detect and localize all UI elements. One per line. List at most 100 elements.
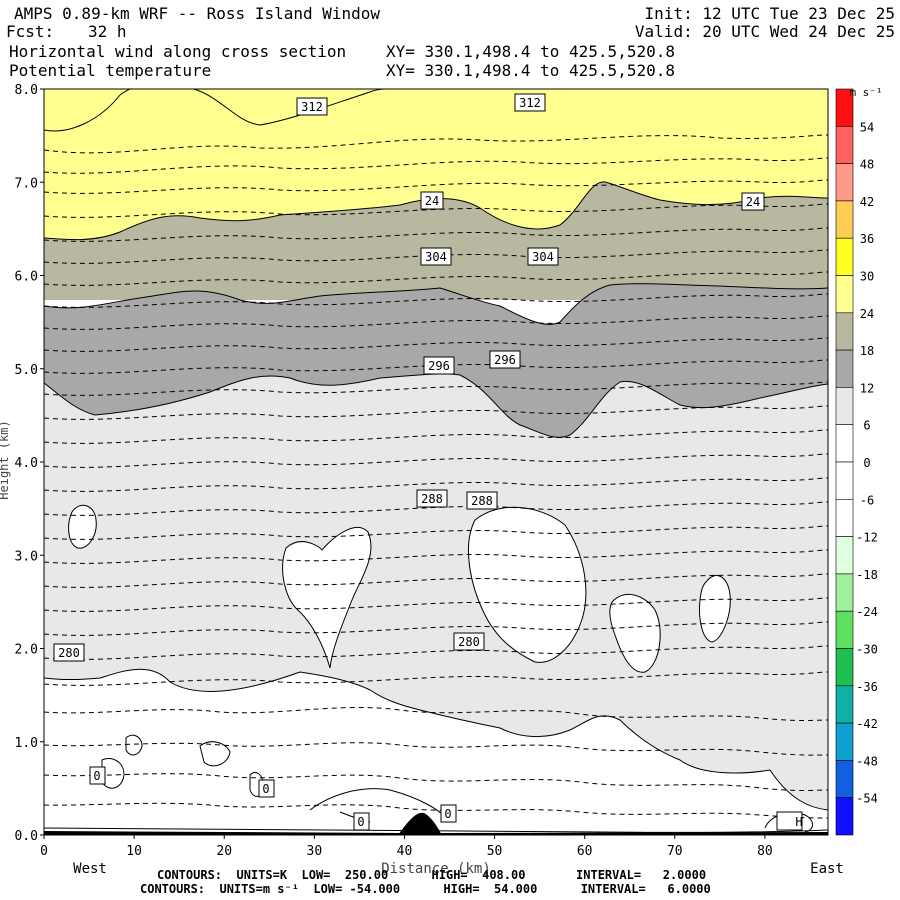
contour-labels: 312 312 24 24 304 304 296 296 288 288 28…	[53, 93, 803, 831]
wind-contour-6	[44, 668, 828, 811]
y-tick-label: 8.0	[15, 83, 38, 98]
valid-time: Valid: 20 UTC Wed 24 Dec 25	[634, 22, 895, 41]
colorbar-swatch	[835, 200, 854, 239]
init-time: Init: 12 UTC Tue 23 Dec 25	[644, 4, 895, 23]
colorbar-swatch	[835, 387, 854, 425]
x-tick-label: 60	[577, 844, 593, 859]
colorbar: 54 48 42 36 30 24 18 12 6 0 -6 -12 -18 -24 -30 -36 -42 -4…	[835, 88, 878, 836]
y-tick-label: 2.0	[15, 643, 38, 658]
theta-label-312-b: 312	[519, 96, 541, 110]
field-label-theta: Potential temperature	[9, 61, 212, 80]
footer-theta-contours: CONTOURS: UNITS=K LOW= 250.00 HIGH= 408.…	[157, 868, 707, 882]
field-label-wind: Horizontal wind along cross section	[9, 42, 347, 61]
wind-label-0-d: 0	[444, 807, 451, 821]
colorbar-level-label: 6	[863, 419, 870, 433]
calm-bubble-2	[282, 526, 372, 669]
y-tick-label: 7.0	[15, 176, 38, 191]
colorbar-level-label: -54	[856, 792, 878, 806]
theta-label-280-a: 280	[58, 646, 80, 660]
y-tick-label: 5.0	[15, 363, 38, 378]
x-tick-label: 70	[667, 844, 683, 859]
x-end-label-east: East	[810, 861, 844, 877]
theta-label-304-b: 304	[532, 250, 554, 264]
theta-label-288-a: 288	[421, 492, 443, 506]
wind-label-24-a: 24	[425, 194, 439, 208]
wind-label-0-b: 0	[262, 782, 269, 796]
colorbar-level-label: 36	[860, 232, 874, 246]
plot-area	[44, 89, 828, 835]
x-tick-label: 0	[40, 844, 48, 859]
y-axis-label: Height (km)	[0, 420, 11, 499]
theta-label-312-a: 312	[301, 100, 323, 114]
x-tick-label: 80	[757, 844, 773, 859]
colorbar-level-label: -48	[856, 754, 878, 768]
theta-label-304-a: 304	[425, 250, 447, 264]
colorbar-swatch	[835, 573, 854, 612]
theta-label-296-a: 296	[428, 359, 450, 373]
x-tick-label: 30	[307, 844, 323, 859]
colorbar-swatch	[835, 498, 854, 537]
cross-section-xy-2: XY= 330.1,498.4 to 425.5,520.8	[386, 61, 675, 80]
colorbar-swatch	[835, 685, 854, 724]
cross-section-xy-1: XY= 330.1,498.4 to 425.5,520.8	[386, 42, 675, 61]
colorbar-level-label: -42	[856, 717, 878, 731]
theta-label-280-b: 280	[458, 635, 480, 649]
theta-contours	[44, 134, 828, 819]
colorbar-swatch	[835, 536, 854, 575]
colorbar-swatch	[835, 424, 854, 463]
colorbar-level-label: -18	[856, 568, 878, 582]
theta-label-296-b: 296	[494, 353, 516, 367]
colorbar-level-label: 48	[860, 158, 874, 172]
colorbar-swatch	[835, 237, 854, 276]
calm-bubble-3	[467, 506, 587, 663]
colorbar-level-label: -36	[856, 680, 878, 694]
colorbar-level-label: -12	[856, 531, 878, 545]
colorbar-swatch	[835, 648, 854, 687]
colorbar-level-label: 30	[860, 270, 874, 284]
x-tick-label: 20	[216, 844, 232, 859]
y-tick-label: 4.0	[15, 456, 38, 471]
colorbar-swatch	[835, 163, 854, 202]
wind-contour-312-top	[44, 89, 395, 132]
wind-label-0-c: 0	[357, 815, 364, 829]
colorbar-level-label: -24	[856, 605, 878, 619]
colorbar-swatch	[835, 797, 854, 836]
y-tick-label: 0.0	[15, 829, 38, 844]
calm-bubble-1	[68, 504, 97, 549]
colorbar-level-label: -30	[856, 643, 878, 657]
colorbar-level-label: 54	[860, 120, 874, 134]
colorbar-level-label: 18	[860, 344, 874, 358]
colorbar-swatch	[835, 760, 854, 799]
colorbar-level-label: -6	[860, 493, 874, 507]
wind-contour-24	[44, 181, 828, 241]
colorbar-swatch	[835, 312, 854, 351]
colorbar-swatch	[835, 610, 854, 649]
wind-contour-12	[44, 373, 828, 438]
colorbar-level-label: 42	[860, 195, 874, 209]
colorbar-level-label: 24	[860, 307, 874, 321]
wind-contour-18	[44, 283, 828, 325]
colorbar-swatch	[835, 461, 854, 500]
x-axis-label: Distance (km)	[381, 861, 491, 877]
chart-title: AMPS 0.89-km WRF -- Ross Island Window	[14, 4, 381, 23]
x-tick-label: 50	[487, 844, 503, 859]
x-tick-label: 10	[126, 844, 142, 859]
colorbar-units: m s⁻¹	[849, 86, 882, 99]
y-tick-label: 6.0	[15, 270, 38, 285]
high-marker: H	[795, 815, 802, 829]
wind-label-0-a: 0	[93, 769, 100, 783]
theta-label-288-b: 288	[471, 494, 493, 508]
x-axis: 0 10 20 30 40 50 60 70 80	[40, 835, 773, 859]
colorbar-swatch	[835, 126, 854, 164]
calm-bubble-4	[609, 593, 661, 673]
wind-label-24-b: 24	[746, 195, 760, 209]
footer-wind-contours: CONTOURS: UNITS=m s⁻¹ LOW= -54.000 HIGH=…	[140, 882, 711, 896]
terrain-profile	[44, 812, 828, 835]
y-tick-label: 1.0	[15, 736, 38, 751]
forecast-label: Fcst:	[6, 22, 55, 41]
y-tick-label: 3.0	[15, 549, 38, 564]
colorbar-level-label: 0	[863, 456, 870, 470]
calm-bubble-5	[699, 575, 731, 643]
y-axis: 0.0 1.0 2.0 3.0 4.0 5.0 6.0 7.0 8.0	[15, 83, 44, 844]
colorbar-swatch	[835, 349, 854, 388]
